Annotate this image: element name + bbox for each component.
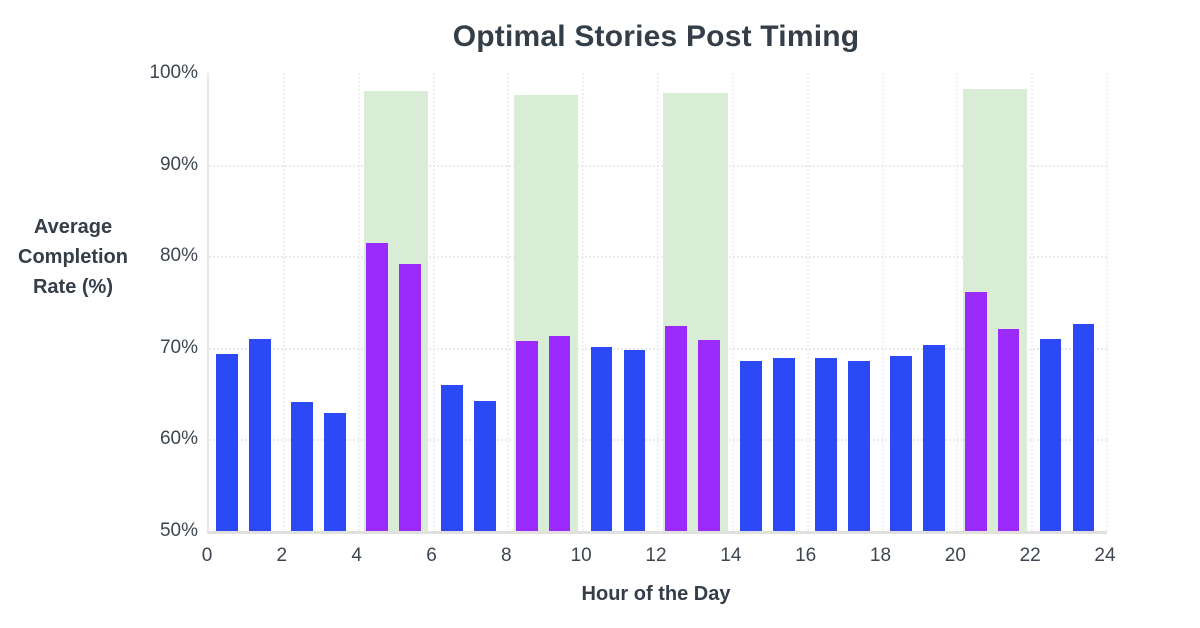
plot-area bbox=[207, 73, 1108, 534]
v-gridline-hour-4 bbox=[357, 73, 360, 531]
bar-hour-4 bbox=[366, 243, 388, 531]
y-tick-label-100: 100% bbox=[149, 62, 198, 83]
bar-hour-14 bbox=[740, 360, 762, 531]
y-tick-label-50: 50% bbox=[159, 520, 198, 541]
x-tick-label-24: 24 bbox=[1094, 545, 1116, 566]
x-tick-label-4: 4 bbox=[351, 545, 362, 566]
bar-hour-9 bbox=[548, 335, 571, 531]
bar-hour-23 bbox=[1072, 323, 1095, 531]
x-tick-label-8: 8 bbox=[501, 545, 512, 566]
v-gridline-hour-18 bbox=[881, 73, 884, 531]
v-gridline-hour-24 bbox=[1106, 73, 1108, 531]
x-tick-label-16: 16 bbox=[795, 545, 817, 566]
bar-hour-16 bbox=[815, 357, 837, 531]
bar-hour-21 bbox=[997, 329, 1020, 531]
bar-hour-11 bbox=[623, 349, 646, 531]
bar-hour-5 bbox=[399, 263, 421, 531]
v-gridline-hour-22 bbox=[1031, 73, 1034, 531]
bar-hour-12 bbox=[665, 325, 688, 531]
bar-hour-18 bbox=[889, 356, 912, 531]
bar-hour-1 bbox=[249, 338, 272, 531]
y-axis-label-line-2: Completion bbox=[18, 246, 128, 268]
bar-hour-3 bbox=[324, 412, 346, 531]
x-tick-label-14: 14 bbox=[720, 545, 742, 566]
x-tick-label-20: 20 bbox=[944, 545, 966, 566]
v-gridline-hour-12 bbox=[657, 73, 659, 531]
x-tick-label-10: 10 bbox=[570, 545, 592, 566]
y-tick-label-70: 70% bbox=[159, 336, 198, 358]
v-gridline-hour-6 bbox=[432, 73, 435, 531]
bar-hour-7 bbox=[473, 400, 496, 531]
h-gridline-80 bbox=[209, 256, 1107, 259]
h-gridline-70 bbox=[209, 347, 1107, 350]
bar-hour-19 bbox=[922, 345, 945, 531]
v-gridline-hour-8 bbox=[507, 73, 510, 531]
bar-hour-20 bbox=[964, 291, 987, 531]
v-gridline-hour-14 bbox=[731, 73, 734, 531]
bar-hour-13 bbox=[698, 339, 721, 531]
bar-hour-17 bbox=[848, 360, 870, 531]
bar-hour-8 bbox=[515, 341, 538, 531]
h-gridline-60 bbox=[209, 439, 1107, 442]
v-gridline-hour-16 bbox=[806, 73, 809, 531]
x-axis-label: Hour of the Day bbox=[581, 583, 731, 605]
bar-hour-2 bbox=[291, 401, 313, 531]
x-tick-label-2: 2 bbox=[276, 545, 288, 566]
y-axis-label-line-1: Average bbox=[33, 216, 113, 238]
x-tick-label-6: 6 bbox=[426, 545, 437, 566]
x-tick-label-22: 22 bbox=[1019, 545, 1041, 566]
y-tick-label-90: 90% bbox=[159, 153, 198, 175]
y-tick-label-80: 80% bbox=[159, 245, 198, 267]
y-tick-label-60: 60% bbox=[159, 428, 198, 450]
bar-hour-0 bbox=[216, 354, 239, 531]
x-tick-label-0: 0 bbox=[201, 545, 213, 566]
x-tick-label-12: 12 bbox=[645, 545, 667, 566]
y-axis-label: Average Completion Rate (%) bbox=[6, 212, 140, 302]
chart-title: Optimal Stories Post Timing bbox=[452, 20, 860, 53]
bar-hour-22 bbox=[1039, 338, 1062, 531]
v-gridline-hour-20 bbox=[956, 73, 959, 531]
y-axis-label-line-3: Rate (%) bbox=[32, 276, 113, 298]
v-gridline-hour-10 bbox=[582, 73, 585, 531]
x-tick-label-18: 18 bbox=[869, 545, 892, 566]
bar-hour-10 bbox=[590, 346, 613, 531]
h-gridline-90 bbox=[209, 164, 1107, 167]
bar-hour-6 bbox=[440, 385, 463, 531]
v-gridline-hour-2 bbox=[282, 73, 285, 531]
bar-hour-15 bbox=[773, 357, 795, 531]
